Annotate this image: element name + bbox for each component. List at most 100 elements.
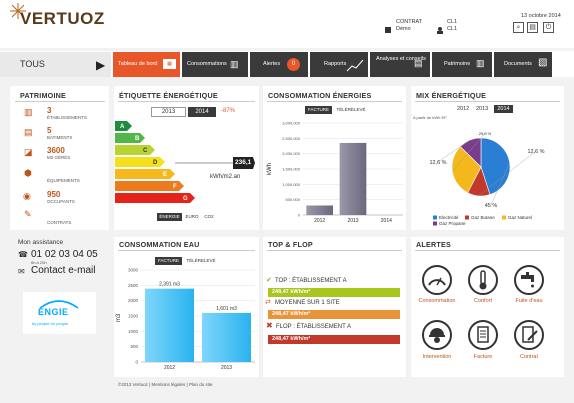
date-label: 13 octobre 2014 (521, 13, 561, 19)
user-line2[interactable]: CL1 (447, 26, 458, 32)
search-icon[interactable]: ⌕ (513, 22, 524, 33)
phone-icon: ☎ (18, 250, 28, 259)
tab-documents[interactable]: Documents (494, 52, 552, 77)
tab-facture[interactable]: FACTURE (305, 106, 332, 114)
legend-swatch (465, 215, 469, 220)
play-arrow-icon[interactable]: ▶ (96, 58, 106, 72)
y-tick-label: 3000 (128, 268, 139, 273)
y-tick-label: 2000 (128, 298, 139, 303)
tab-analyses-et-conseils[interactable]: Analyses et conseils (370, 52, 430, 77)
y-tick-label: 0 (135, 360, 138, 365)
y-tick-label: 1500 (128, 314, 139, 319)
alert-count-badge: 0 (287, 58, 300, 71)
year-2014-tab[interactable]: 2014 (188, 107, 216, 117)
year-2013-tab[interactable]: 2013 (151, 107, 186, 117)
assistance-email[interactable]: Contact e-mail (31, 265, 96, 276)
y-tick-label: 1,500,000 (282, 167, 301, 172)
tab-patrimoine[interactable]: Patrimoine (432, 52, 492, 77)
label-letter-f: F (173, 184, 177, 190)
alert-label-consommation[interactable]: Consommation (418, 298, 456, 304)
footer[interactable]: ©2013 Vertuoz | Mentions légales | Plan … (118, 382, 213, 387)
patrimoine-label-1: ÉTABLISSEMENTS (47, 115, 87, 120)
thermometer-icon[interactable] (468, 265, 498, 295)
x-tick-label: 2012 (314, 218, 325, 224)
y-tick-label: 2500 (128, 283, 139, 288)
eau-tab-telereleve[interactable]: TÉLÉRELEVÉ (186, 258, 216, 263)
mix-year-2014[interactable]: 2014 (494, 105, 513, 113)
alert-label-fuite[interactable]: Fuite d'eau (515, 298, 543, 304)
alert-label-facture[interactable]: Facture (473, 354, 493, 360)
mix-year-2012[interactable]: 2012 (457, 106, 470, 112)
label-letter-b: B (135, 136, 140, 142)
user-line1[interactable]: CL1 (447, 19, 458, 25)
contract-value[interactable]: Démo (396, 26, 411, 32)
tab-rapports[interactable]: Rapports (310, 52, 368, 77)
invoice-icon[interactable] (468, 320, 498, 350)
bar-value-label: 1,601 m3 (216, 306, 237, 312)
tab-co2[interactable]: CO2 (204, 214, 214, 219)
tous-selector[interactable]: TOUS (0, 52, 111, 77)
contract-pen-icon[interactable] (514, 320, 544, 350)
establishment-icon: ▥ (24, 107, 33, 117)
alert-label-contrat[interactable]: Contrat (519, 354, 539, 360)
pie-leader-line (478, 150, 537, 197)
topflop-title: TOP & FLOP (268, 240, 313, 249)
x-tick-label: 2013 (347, 218, 358, 224)
tab-telereleve[interactable]: TÉLÉRELEVÉ (336, 107, 366, 112)
legend-swatch (502, 215, 506, 220)
etiquette-delta: -87% (221, 108, 236, 114)
building-icon: ▤ (24, 127, 33, 137)
bar[interactable] (144, 288, 195, 362)
eau-tab-facture[interactable]: FACTURE (155, 257, 182, 265)
pie-leader-line (437, 140, 470, 163)
y-tick-label: 500 (130, 344, 138, 349)
equipment-icon: ⬢ (24, 168, 32, 178)
building-icon: ▤ (414, 58, 423, 68)
bar[interactable] (339, 142, 367, 215)
mid-value-bar: 248,47 kWh/m² (268, 310, 400, 319)
pie-value-label: 12,6 % (429, 160, 446, 166)
print-icon[interactable]: ▤ (527, 22, 538, 33)
alert-label-confort[interactable]: Confort (473, 298, 493, 304)
patrimoine-value-5: 950 (47, 190, 61, 199)
pie-leader-line (452, 132, 486, 172)
surface-icon: ◪ (24, 147, 33, 157)
app-logo[interactable]: VERTUOZ (20, 9, 105, 28)
mix-title: MIX ÉNERGÉTIQUE (416, 91, 487, 100)
flop-value-bar: 248,47 kWh/m² (268, 335, 400, 344)
consommation-alert-icon[interactable] (422, 265, 452, 295)
patrimoine-label-5: OCCUPANTS (47, 199, 75, 204)
legend-swatch (433, 221, 437, 226)
bar[interactable] (306, 205, 333, 215)
user-icon (436, 21, 444, 34)
line-chart-icon (346, 59, 364, 72)
legend-swatch (433, 215, 437, 220)
patrimoine-label-6: CONTRATS (47, 220, 72, 225)
legend-label: Gaz Propane (439, 221, 466, 226)
patrimoine-value-2: 5 (47, 126, 52, 135)
engie-logo: ENGIE (38, 307, 69, 317)
arrows-icon: ⇄ (265, 299, 271, 306)
power-icon[interactable]: ⏻ (543, 22, 554, 33)
x-tick-label: 2014 (381, 218, 392, 224)
tab-consommations[interactable]: Consommations (182, 52, 248, 77)
mix-year-2013[interactable]: 2013 (476, 106, 489, 112)
alert-label-intervention[interactable]: Intervention (422, 354, 452, 360)
cross-icon: ✖ (266, 321, 273, 330)
dashboard-icon: ▦ (163, 59, 176, 69)
patrimoine-value-1: 3 (47, 106, 52, 115)
pie-value-label: 12,6 % (527, 149, 544, 155)
tab-energie[interactable]: ÉNERGIE (157, 213, 182, 221)
patrimoine-value-3: 3600 (47, 146, 65, 155)
engie-tagline: by people for people (32, 321, 69, 326)
contract-label: CONTRAT (396, 19, 423, 25)
top-label: TOP : ÉTABLISSEMENT A (275, 278, 347, 284)
worker-helmet-icon[interactable] (422, 320, 452, 350)
header (0, 0, 574, 48)
faucet-icon[interactable] (514, 265, 544, 295)
assistance-phone[interactable]: 01 02 03 04 05 (31, 249, 98, 260)
bar[interactable] (201, 312, 252, 362)
tab-euro[interactable]: EURO (185, 214, 199, 219)
document-icon: ▧ (538, 57, 548, 68)
flop-label: FLOP : ÉTABLISSEMENT A (276, 324, 352, 330)
